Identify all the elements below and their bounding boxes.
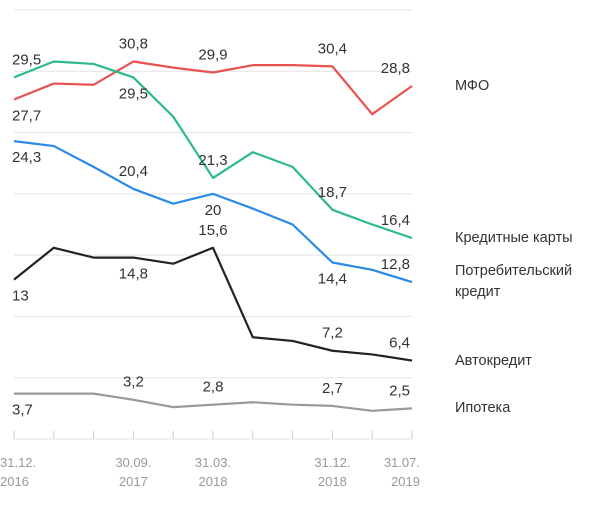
legend-label: Кредитные карты xyxy=(455,229,573,246)
series-line xyxy=(13,140,413,284)
legend-label: Потребительский кредит xyxy=(455,263,573,301)
data-label: 15,6 xyxy=(198,222,227,239)
series-line xyxy=(13,246,413,362)
data-label: 29,9 xyxy=(198,46,227,63)
data-label: 2,8 xyxy=(203,379,224,396)
data-label: 3,2 xyxy=(123,374,144,391)
data-label: 14,8 xyxy=(119,266,148,283)
data-label: 30,8 xyxy=(119,35,148,52)
x-tick-label: 31.12. 2016 xyxy=(0,455,37,489)
data-label: 20,4 xyxy=(119,163,148,180)
data-label: 13 xyxy=(12,288,29,305)
data-label: 30,4 xyxy=(318,40,347,57)
data-label: 27,7 xyxy=(12,107,41,124)
data-label: 2,5 xyxy=(389,382,410,399)
x-tick-label: 31.03. 2018 xyxy=(194,455,232,489)
data-label: 2,7 xyxy=(322,380,343,397)
data-label: 28,8 xyxy=(381,60,410,77)
data-label: 14,4 xyxy=(318,270,347,287)
series-line xyxy=(13,60,413,116)
data-label: 7,2 xyxy=(322,325,343,342)
data-label: 29,5 xyxy=(12,51,41,68)
data-label: 16,4 xyxy=(381,212,410,229)
data-label: 24,3 xyxy=(12,149,41,166)
data-label: 18,7 xyxy=(318,184,347,201)
data-label: 29,5 xyxy=(119,85,148,102)
legend-label: Ипотека xyxy=(455,400,511,417)
data-label: 6,4 xyxy=(389,335,410,352)
data-label: 20 xyxy=(205,202,222,219)
data-label: 12,8 xyxy=(381,256,410,273)
series-line xyxy=(14,392,413,412)
data-label: 21,3 xyxy=(198,152,227,169)
series-line xyxy=(13,60,413,240)
x-tick-label: 31.07. 2019 xyxy=(383,455,420,489)
x-tick-label: 31.12. 2018 xyxy=(314,455,351,489)
data-label: 3,7 xyxy=(12,402,33,419)
legend-label: Автокредит xyxy=(455,352,532,369)
x-tick-label: 30.09. 2017 xyxy=(115,455,152,489)
legend-label: МФО xyxy=(455,77,490,94)
